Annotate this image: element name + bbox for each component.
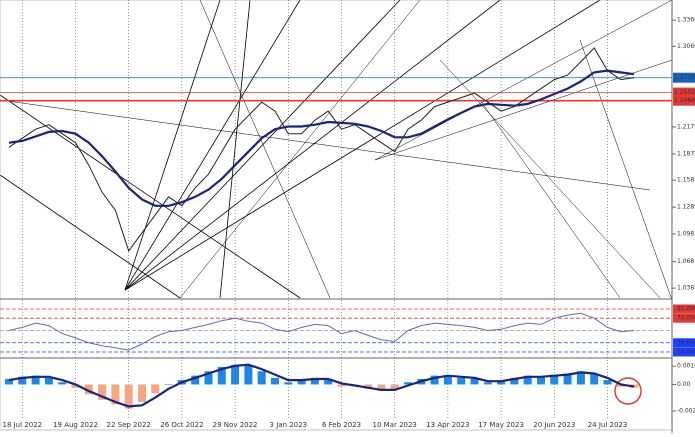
tick-label-box — [673, 347, 695, 357]
histogram-bar — [98, 384, 107, 400]
x-tick-label: 13 Apr 2023 — [426, 421, 469, 429]
histogram-bar — [576, 371, 585, 385]
histogram-bar — [390, 384, 399, 389]
tick-label-box — [673, 325, 695, 335]
histogram-bar — [124, 384, 133, 409]
x-tick-label: 18 Jul 2022 — [2, 421, 42, 429]
price-tag — [673, 72, 695, 83]
histogram-bar — [5, 378, 13, 385]
histogram-bar — [537, 376, 545, 385]
histogram-bar — [111, 384, 120, 405]
histogram-bar — [404, 382, 412, 385]
histogram-bar — [430, 375, 439, 385]
highlight-circle — [614, 377, 642, 405]
y-tick-label: 70.0000 — [677, 315, 695, 322]
histogram-bar — [523, 375, 532, 385]
histogram-bar — [257, 371, 266, 385]
y-tick-label: 1.15850 — [677, 177, 695, 184]
histogram-bar — [217, 366, 226, 385]
x-tick-label: 17 May 2023 — [478, 421, 524, 429]
histogram-bar — [497, 381, 506, 385]
tick-label-box — [673, 338, 695, 348]
histogram-bar — [483, 382, 492, 385]
x-tick-label: 10 Mar 2023 — [373, 421, 417, 429]
histogram-bar — [18, 376, 27, 385]
y-tick-label: 1.21750 — [677, 123, 695, 130]
price-tag — [673, 87, 695, 98]
y-tick-label: 15.0000 — [677, 348, 695, 355]
x-tick-label: 20 Jun 2023 — [533, 421, 575, 429]
histogram-bar — [310, 377, 319, 385]
y-tick-label: 1.12850 — [677, 204, 695, 211]
series-line — [8, 47, 635, 252]
y-tick-label: 0.0016725 — [677, 363, 695, 370]
tick-label-box — [673, 313, 695, 323]
tick-label-box — [673, 304, 695, 314]
x-tick-label: 19 Aug 2022 — [53, 421, 98, 429]
drawing-tools — [0, 0, 673, 301]
histogram-bar — [457, 377, 466, 385]
price-tag-label: 1.27207 — [674, 74, 695, 81]
histogram-bar — [337, 384, 346, 387]
histogram-bar — [324, 380, 333, 385]
histogram-bar — [603, 380, 612, 385]
histogram-bar — [84, 384, 93, 395]
histogram-bar — [71, 384, 80, 388]
y-tick-label: 85.0000 — [677, 306, 695, 313]
y-tick-label: 1.03870 — [677, 285, 695, 292]
histogram-bar — [151, 384, 160, 394]
x-tick-label: 3 Jan 2023 — [270, 421, 308, 429]
histogram-bar — [44, 377, 53, 385]
price-tag-label: 1.24660 — [674, 97, 695, 104]
x-tick-label: 6 Feb 2023 — [322, 421, 361, 429]
histogram-bar — [616, 384, 625, 387]
histogram-bar — [191, 375, 200, 385]
series-line — [8, 312, 635, 351]
histogram-bar — [231, 364, 240, 385]
histogram-bar — [377, 384, 386, 392]
y-tick-label: 30.0000 — [677, 339, 695, 346]
histogram-bar — [550, 374, 559, 385]
histogram-bar — [138, 384, 146, 402]
histogram-bar — [164, 384, 173, 385]
x-tick-label: 24 Jul 2023 — [588, 421, 628, 429]
y-tick-label: -0.0024206 — [677, 407, 695, 414]
price-tag — [673, 95, 695, 106]
histogram-bar — [297, 380, 306, 385]
histogram-bar — [443, 375, 452, 385]
series-line — [8, 363, 635, 408]
y-tick-label: 0.00 — [677, 381, 691, 388]
price-tag-label: 1.25557 — [674, 89, 695, 96]
y-tick-label: 1.06810 — [677, 258, 695, 265]
y-tick-label: 1.30690 — [677, 43, 695, 50]
histogram-bar — [271, 377, 279, 385]
y-tick-label: 1.33600 — [677, 17, 695, 24]
histogram-bar — [58, 382, 67, 385]
histogram-bar — [470, 378, 479, 385]
histogram-bar — [563, 373, 572, 385]
y-tick-label: 1.09870 — [677, 231, 695, 238]
histogram-bar — [244, 365, 253, 385]
x-tick-label: 26 Oct 2022 — [160, 421, 203, 429]
series-line — [8, 69, 635, 207]
x-tick-label: 22 Sep 2022 — [107, 421, 151, 429]
histogram-bar — [31, 375, 40, 385]
x-tick-label: 29 Nov 2022 — [213, 421, 258, 429]
histogram-bar — [204, 371, 213, 385]
y-tick-label: 1.18750 — [677, 150, 695, 157]
histogram-bar — [284, 382, 293, 385]
histogram-bar — [510, 377, 519, 385]
histogram-bar — [590, 373, 599, 385]
